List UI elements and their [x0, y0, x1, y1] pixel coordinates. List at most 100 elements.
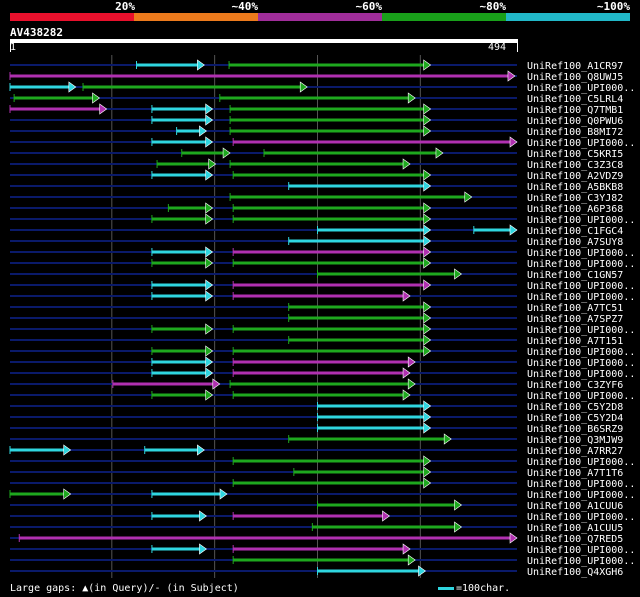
hit-row[interactable]: UniRef100_B8MI72: [10, 125, 623, 138]
hit-row[interactable]: UniRef100_Q8UWJ5: [9, 70, 623, 83]
hit-row[interactable]: UniRef100_C5KRI5: [10, 147, 623, 160]
hit-label[interactable]: UniRef100_A1CUU6: [527, 501, 623, 512]
hit-label[interactable]: UniRef100_UPI000..: [527, 292, 635, 303]
hit-row[interactable]: UniRef100_UPI000..: [10, 356, 635, 369]
hit-row[interactable]: UniRef100_Q7RED5: [10, 532, 623, 545]
hit-label[interactable]: UniRef100_Q0PWU6: [527, 116, 623, 127]
hit-label[interactable]: UniRef100_C3YJ82: [527, 193, 623, 204]
hit-label[interactable]: UniRef100_C3ZYF6: [527, 380, 623, 391]
hit-row[interactable]: UniRef100_C5LRL4: [10, 92, 623, 105]
hit-label[interactable]: UniRef100_UPI000..: [527, 358, 635, 369]
hit-label[interactable]: UniRef100_UPI000..: [527, 281, 635, 292]
hit-label[interactable]: UniRef100_UPI000..: [527, 259, 635, 270]
hit-label[interactable]: UniRef100_Q3MJW9: [527, 435, 623, 446]
hit-label[interactable]: UniRef100_UPI000..: [527, 391, 635, 402]
hit-label[interactable]: UniRef100_A6P368: [527, 204, 623, 215]
hit-label[interactable]: UniRef100_UPI000..: [527, 512, 635, 523]
hit-label[interactable]: UniRef100_UPI000..: [527, 545, 635, 556]
hit-row[interactable]: UniRef100_UPI000..: [10, 136, 635, 149]
hit-row[interactable]: UniRef100_A1CUU6: [10, 499, 623, 512]
hit-label[interactable]: UniRef100_B6SRZ9: [527, 424, 623, 435]
hit-row[interactable]: UniRef100_UPI000..: [10, 323, 635, 336]
hit-label[interactable]: UniRef100_A1CUU5: [527, 523, 623, 534]
hit-row[interactable]: UniRef100_A7RR27: [9, 444, 623, 457]
hit-row[interactable]: UniRef100_C1GN57: [10, 268, 623, 281]
hit-label[interactable]: UniRef100_UPI000..: [527, 369, 635, 380]
hit-row[interactable]: UniRef100_UPI000..: [10, 477, 635, 490]
hit-label[interactable]: UniRef100_Q7TMB1: [527, 105, 623, 116]
hit-row[interactable]: UniRef100_A1CR97: [10, 59, 623, 72]
hit-label[interactable]: UniRef100_C5LRL4: [527, 94, 623, 105]
hit-label[interactable]: UniRef100_A1CR97: [527, 61, 623, 72]
hit-row[interactable]: UniRef100_A7SUY8: [10, 235, 623, 248]
hit-row[interactable]: UniRef100_C3ZYF6: [10, 378, 623, 391]
hit-label[interactable]: UniRef100_UPI000..: [527, 490, 635, 501]
segment-arrow-icon: [63, 488, 72, 500]
hit-label[interactable]: UniRef100_C5Y2D8: [527, 402, 623, 413]
hit-row[interactable]: UniRef100_UPI000..: [10, 257, 635, 270]
hit-label[interactable]: UniRef100_C3Z3C8: [527, 160, 623, 171]
segment-arrow-icon: [205, 103, 214, 115]
hit-row[interactable]: UniRef100_C1FGC4: [10, 224, 623, 237]
hit-label[interactable]: UniRef100_A2VDZ9: [527, 171, 623, 182]
hit-label[interactable]: UniRef100_C1FGC4: [527, 226, 623, 237]
hit-row[interactable]: UniRef100_UPI000..: [10, 510, 635, 523]
hit-label[interactable]: UniRef100_UPI000..: [527, 347, 635, 358]
hit-row[interactable]: UniRef100_A7TC51: [10, 301, 623, 314]
hit-row[interactable]: UniRef100_A7T1T6: [10, 466, 623, 479]
hit-row[interactable]: UniRef100_UPI000..: [9, 488, 635, 501]
hit-row[interactable]: UniRef100_A5BKB8: [10, 180, 623, 193]
hit-label[interactable]: UniRef100_A7SUY8: [527, 237, 623, 248]
hit-row[interactable]: UniRef100_UPI000..: [10, 213, 635, 226]
hit-row[interactable]: UniRef100_C3YJ82: [10, 191, 623, 204]
hit-label[interactable]: UniRef100_UPI000..: [527, 138, 635, 149]
hit-label[interactable]: UniRef100_A7T151: [527, 336, 623, 347]
hit-row[interactable]: UniRef100_A7T151: [10, 334, 623, 347]
legend-label-20: 20%: [115, 0, 135, 13]
hit-label[interactable]: UniRef100_B8MI72: [527, 127, 623, 138]
hit-row[interactable]: UniRef100_UPI000..: [10, 389, 635, 402]
hit-label[interactable]: UniRef100_UPI000..: [527, 248, 635, 259]
hit-label[interactable]: UniRef100_C5Y2D4: [527, 413, 623, 424]
segment-arrow-icon: [407, 378, 416, 390]
hit-row[interactable]: UniRef100_C3Z3C8: [10, 158, 623, 171]
hit-row[interactable]: UniRef100_UPI000..: [10, 279, 635, 292]
hit-label[interactable]: UniRef100_A7SPZ7: [527, 314, 623, 325]
hit-label[interactable]: UniRef100_A7RR27: [527, 446, 623, 457]
hit-row[interactable]: UniRef100_B6SRZ9: [10, 422, 623, 435]
segment-arrow-icon: [205, 345, 214, 357]
hit-label[interactable]: UniRef100_C5KRI5: [527, 149, 623, 160]
hit-row[interactable]: UniRef100_UPI000..: [10, 554, 635, 567]
hit-label[interactable]: UniRef100_C1GN57: [527, 270, 623, 281]
hit-row[interactable]: UniRef100_A2VDZ9: [10, 169, 623, 182]
hit-row[interactable]: UniRef100_Q4XGH6: [10, 565, 623, 578]
hit-row[interactable]: UniRef100_Q0PWU6: [10, 114, 623, 127]
hit-row[interactable]: UniRef100_UPI000..: [10, 367, 635, 380]
hit-row[interactable]: UniRef100_UPI000..: [10, 543, 635, 556]
hit-row[interactable]: UniRef100_UPI000..: [10, 345, 635, 358]
scale-end-label: 494: [488, 42, 507, 53]
hit-row[interactable]: UniRef100_C5Y2D4: [10, 411, 623, 424]
hit-label[interactable]: UniRef100_A7TC51: [527, 303, 623, 314]
hit-row[interactable]: UniRef100_UPI000..: [10, 290, 635, 303]
hit-label[interactable]: UniRef100_Q7RED5: [527, 534, 623, 545]
hit-row[interactable]: UniRef100_A7SPZ7: [10, 312, 623, 325]
hit-label[interactable]: UniRef100_Q8UWJ5: [527, 72, 623, 83]
hit-label[interactable]: UniRef100_UPI000..: [527, 457, 635, 468]
hit-row[interactable]: UniRef100_Q7TMB1: [9, 103, 623, 116]
hit-row[interactable]: UniRef100_A6P368: [10, 202, 623, 215]
hit-row[interactable]: UniRef100_UPI000..: [9, 81, 635, 94]
hit-row[interactable]: UniRef100_A1CUU5: [10, 521, 623, 534]
hit-row[interactable]: UniRef100_UPI000..: [10, 455, 635, 468]
hit-label[interactable]: UniRef100_A7T1T6: [527, 468, 623, 479]
hit-row[interactable]: UniRef100_C5Y2D8: [10, 400, 623, 413]
hit-label[interactable]: UniRef100_UPI000..: [527, 325, 635, 336]
hit-label[interactable]: UniRef100_A5BKB8: [527, 182, 623, 193]
hit-label[interactable]: UniRef100_UPI000..: [527, 479, 635, 490]
hit-label[interactable]: UniRef100_UPI000..: [527, 556, 635, 567]
hit-label[interactable]: UniRef100_Q4XGH6: [527, 567, 623, 578]
hit-label[interactable]: UniRef100_UPI000..: [527, 215, 635, 226]
hit-row[interactable]: UniRef100_UPI000..: [10, 246, 635, 259]
hit-row[interactable]: UniRef100_Q3MJW9: [10, 433, 623, 446]
hit-label[interactable]: UniRef100_UPI000..: [527, 83, 635, 94]
